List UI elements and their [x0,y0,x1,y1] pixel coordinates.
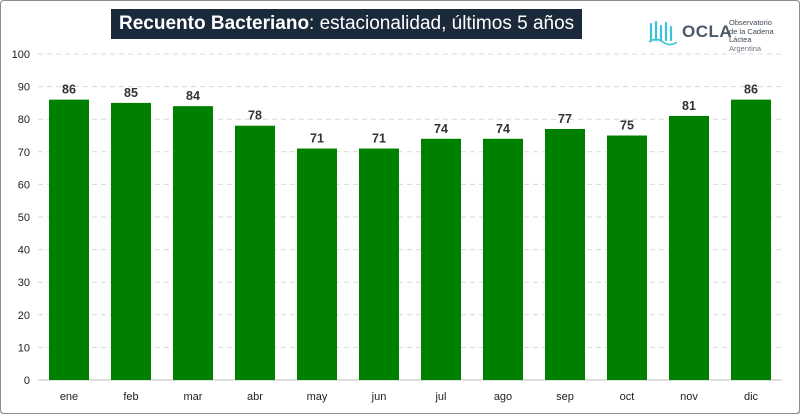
data-label: 71 [310,132,324,146]
logo-line2: de la Cadena Láctea [729,26,774,44]
y-tick-label: 30 [18,277,30,289]
x-tick-label: jun [371,391,387,403]
logo-line1: Observatorio [729,18,772,27]
ocla-logo: OCLA Observatorio de la Cadena Láctea Ar… [648,16,796,53]
x-tick-label: jul [434,391,446,403]
data-label: 74 [434,122,448,136]
chart-title: Recuento Bacteriano: estacionalidad, últ… [111,9,583,39]
bar-jul [421,138,461,380]
ocla-wave-icon [648,20,678,46]
bar-sep [545,128,585,380]
data-label: 75 [620,119,634,133]
data-label: 81 [682,99,696,113]
y-tick-label: 90 [18,82,30,94]
y-tick-label: 100 [12,49,30,61]
data-label: 77 [558,112,572,126]
y-tick-label: 70 [18,147,30,159]
x-tick-label: ago [494,391,512,403]
data-label: 74 [496,122,510,136]
y-tick-label: 60 [18,179,30,191]
data-label: 85 [124,86,138,100]
bar-may [297,148,337,380]
x-tick-label: ene [60,391,78,403]
logo-name: OCLA [682,22,733,41]
x-tick-label: mar [184,391,203,403]
x-tick-label: may [307,391,328,403]
bar-mar [173,106,213,380]
y-tick-label: 10 [18,342,30,354]
data-label: 84 [186,89,200,103]
x-tick-label: sep [556,391,574,403]
logo-subtitle: Observatorio de la Cadena Láctea Argenti… [729,18,796,53]
y-tick-label: 20 [18,310,30,322]
title-rest: : estacionalidad, últimos 5 años [309,13,575,34]
title-bold: Recuento Bacteriano [119,13,310,34]
bar-abr [235,125,275,380]
bar-nov [669,115,709,380]
data-label: 86 [744,83,758,97]
bar-ago [483,138,523,380]
bar-oct [607,135,647,380]
data-label: 71 [372,132,386,146]
x-tick-label: nov [680,391,698,403]
y-tick-label: 0 [24,375,30,387]
y-tick-label: 80 [18,114,30,126]
x-tick-label: abr [247,391,263,403]
x-tick-label: oct [620,391,635,403]
bar-dic [731,99,771,380]
data-label: 86 [62,83,76,97]
logo-line3: Argentina [729,43,762,53]
bar-ene [49,99,89,380]
y-tick-label: 50 [18,212,30,224]
data-label: 78 [248,109,262,123]
bar-feb [111,102,151,381]
bar-jun [359,148,399,380]
y-tick-label: 40 [18,245,30,257]
x-tick-label: feb [123,391,138,403]
x-tick-label: dic [744,391,759,403]
